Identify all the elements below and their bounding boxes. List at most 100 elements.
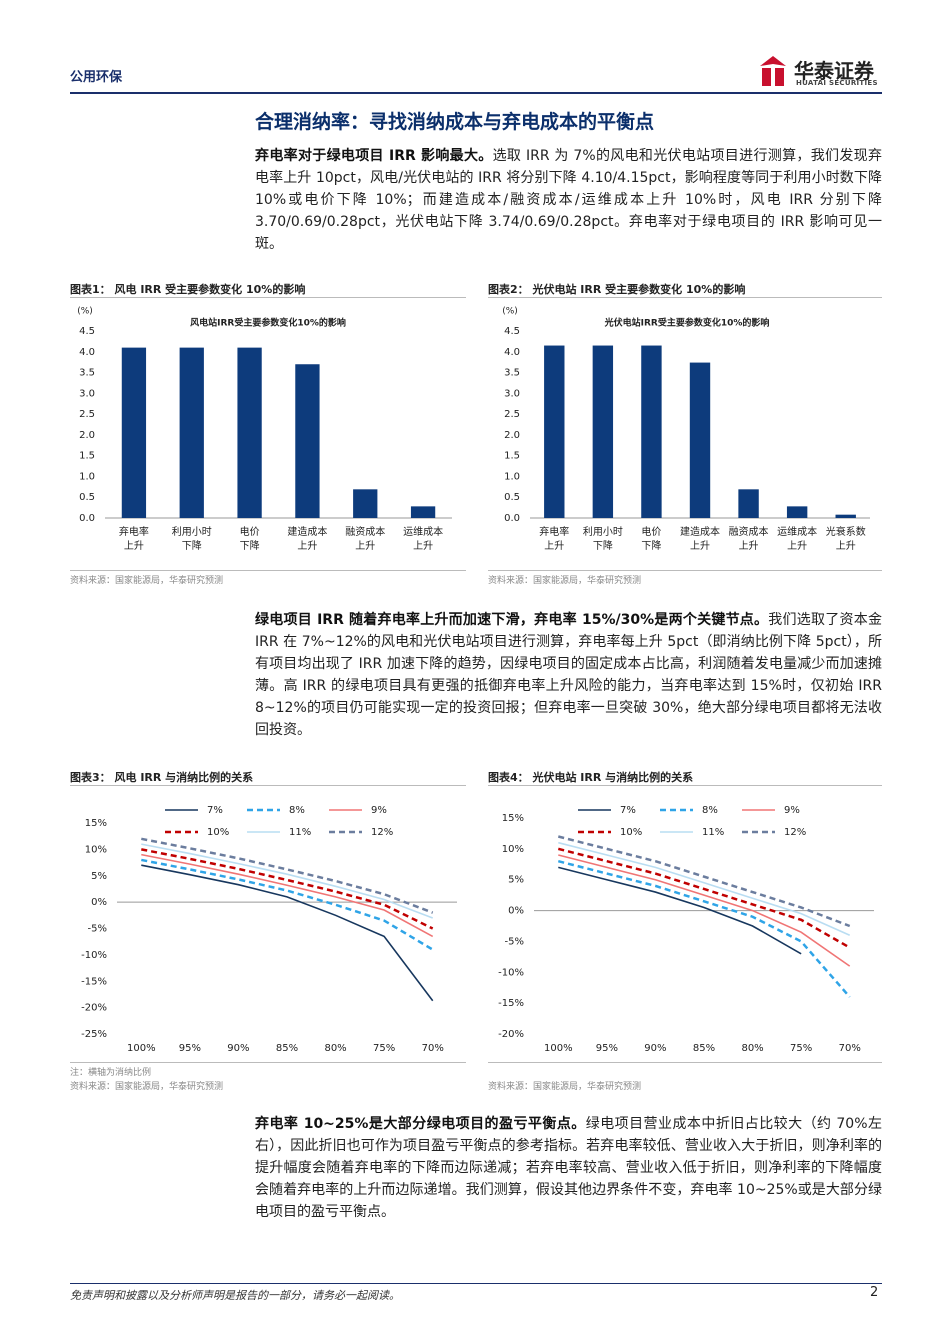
y-tick-label: 15% [502,813,524,824]
header-rule [70,92,882,94]
x-tick-label: 75% [373,1043,395,1054]
x-tick-label: 弃电率 [539,525,569,538]
x-tick-label: 上升 [787,540,807,552]
y-tick-label: 5% [508,875,524,886]
y-tick-label: 0% [91,897,107,908]
x-tick-label: 电价 [641,525,661,538]
source-rule [488,570,882,571]
legend-label: 7% [620,805,636,816]
y-tick-label: 3.0 [79,388,95,399]
logo-en: HUATAI SECURITIES [796,79,878,87]
bar [410,506,436,518]
y-tick-label: -5% [88,924,107,935]
x-tick-label: 95% [596,1043,618,1054]
x-tick-label: 100% [544,1043,573,1054]
bar [786,506,808,518]
series-line [141,853,434,938]
legend-label: 7% [207,805,223,816]
y-tick-label: 4.5 [504,326,520,337]
legend-label: 11% [702,827,724,838]
source: 资料来源：国家能源局，华泰研究预测 [488,576,642,586]
y-tick-label: 0.5 [504,492,520,503]
caption-rule [488,785,882,786]
chart: 0.0 0.5 1.0 1.5 2.0 2.5 3.0 3.5 4.0 4.5 (%) 风电站IRR受… [77,307,452,552]
x-tick-label: 80% [324,1043,346,1054]
series-line [557,859,851,998]
x-tick-label: 90% [644,1043,666,1054]
chart: -20% -15% -10% -5% 0% 5% 10% 15% 100% 95% 90% 85% 80… [498,805,874,1054]
legend-label: 8% [289,805,305,816]
y-tick-label: 4.0 [504,347,520,358]
lead: 绿电项目 IRR 随着弃电率上升而加速下滑，弃电率 15%/30%是两个关键节点… [255,612,769,628]
series-line [141,864,434,1002]
x-tick-label: 75% [790,1043,812,1054]
source: 资料来源：国家能源局，华泰研究预测 [70,576,224,586]
chart: -25% -20% -15% -10% -5% 0% 5% 10% 15% 100% 95% 90% 8… [81,805,457,1054]
x-tick-label: 70% [839,1043,861,1054]
legend-label: 12% [371,827,393,838]
y-tick-label: 10% [85,844,107,855]
bar [641,345,662,518]
chart-title: 光伏电站IRR受主要参数变化10%的影响 [604,317,770,329]
legend-label: 12% [784,827,806,838]
y-tick-label: 0.5 [79,492,95,503]
series-line [557,835,851,928]
y-tick-label: 1.5 [504,451,520,462]
y-tick-label: 2.5 [504,409,520,420]
y-tick-label: 1.0 [504,471,520,482]
y-tick-label: 5% [91,871,107,882]
x-tick-label: 利用小时 [583,526,623,538]
x-tick-label: 上升 [413,540,433,552]
paragraph: 弃电率 10~25%是大部分绿电项目的盈亏平衡点。绿电项目营业成本中折旧占比较大… [255,1113,882,1223]
figure-caption: 图表4： 光伏电站 IRR 与消纳比例的关系 [488,771,694,784]
series-line [557,847,851,949]
x-tick-label: 下降 [240,539,260,552]
x-tick-label: 下降 [641,539,661,552]
caption-rule [488,297,882,298]
y-tick-label: -10% [498,967,524,978]
section-name: 公用环保 [70,70,123,85]
legend-label: 10% [620,827,642,838]
y-tick-label: -20% [498,1029,524,1040]
x-tick-label: 上升 [836,540,856,552]
bar [179,347,204,518]
x-tick-label: 85% [693,1043,715,1054]
body-text: 我们选取了资本金 IRR 在 7%~12%的风电和光伏电站项目进行测算，弃电率每… [255,612,882,738]
bar [295,364,320,518]
paragraph: 弃电率对于绿电项目 IRR 影响最大。选取 IRR 为 7%的风电和光伏电站项目… [255,145,882,255]
y-tick-label: -15% [81,976,107,987]
y-tick-label: 3.0 [504,388,520,399]
y-tick-label: 10% [502,844,524,855]
chart: 0.0 0.5 1.0 1.5 2.0 2.5 3.0 3.5 4.0 4.5 (%) 光伏电站IRR… [502,307,870,552]
x-tick-label: 电价 [240,525,260,538]
x-tick-label: 利用小时 [172,526,212,538]
legend-label: 9% [371,805,387,816]
y-unit: (%) [502,307,518,317]
paragraph: 绿电项目 IRR 随着弃电率上升而加速下滑，弃电率 15%/30%是两个关键节点… [255,609,882,741]
caption-rule [70,785,466,786]
series-line [141,848,434,930]
x-tick-label: 85% [276,1043,298,1054]
note: 注：横轴为消纳比例 [70,1068,152,1078]
x-tick-label: 运维成本 [777,525,817,538]
bar [237,347,262,518]
y-tick-label: -25% [81,1029,107,1040]
y-tick-label: 3.5 [79,368,95,379]
bar [592,345,614,518]
x-tick-label: 上升 [297,540,317,552]
y-tick-label: 2.0 [504,430,520,441]
x-tick-label: 95% [179,1043,201,1054]
series-line [558,841,851,936]
y-tick-label: 15% [85,818,107,829]
y-tick-label: -10% [81,950,107,961]
section-title: 合理消纳率：寻找消纳成本与弃电成本的平衡点 [255,111,655,133]
y-tick-label: -20% [81,1003,107,1014]
disclaimer: 免责声明和披露以及分析师声明是报告的一部分，请务必一起阅读。 [70,1289,400,1302]
body-text: 绿电项目营业成本中折旧占比较大（约 70%左右），因此折旧也可作为项目盈亏平衡点… [255,1116,882,1220]
source-rule [70,1062,466,1063]
y-tick-label: 0% [508,906,524,917]
logo-icon [760,56,786,86]
x-tick-label: 建造成本 [287,525,327,538]
y-tick-label: 1.0 [79,471,95,482]
